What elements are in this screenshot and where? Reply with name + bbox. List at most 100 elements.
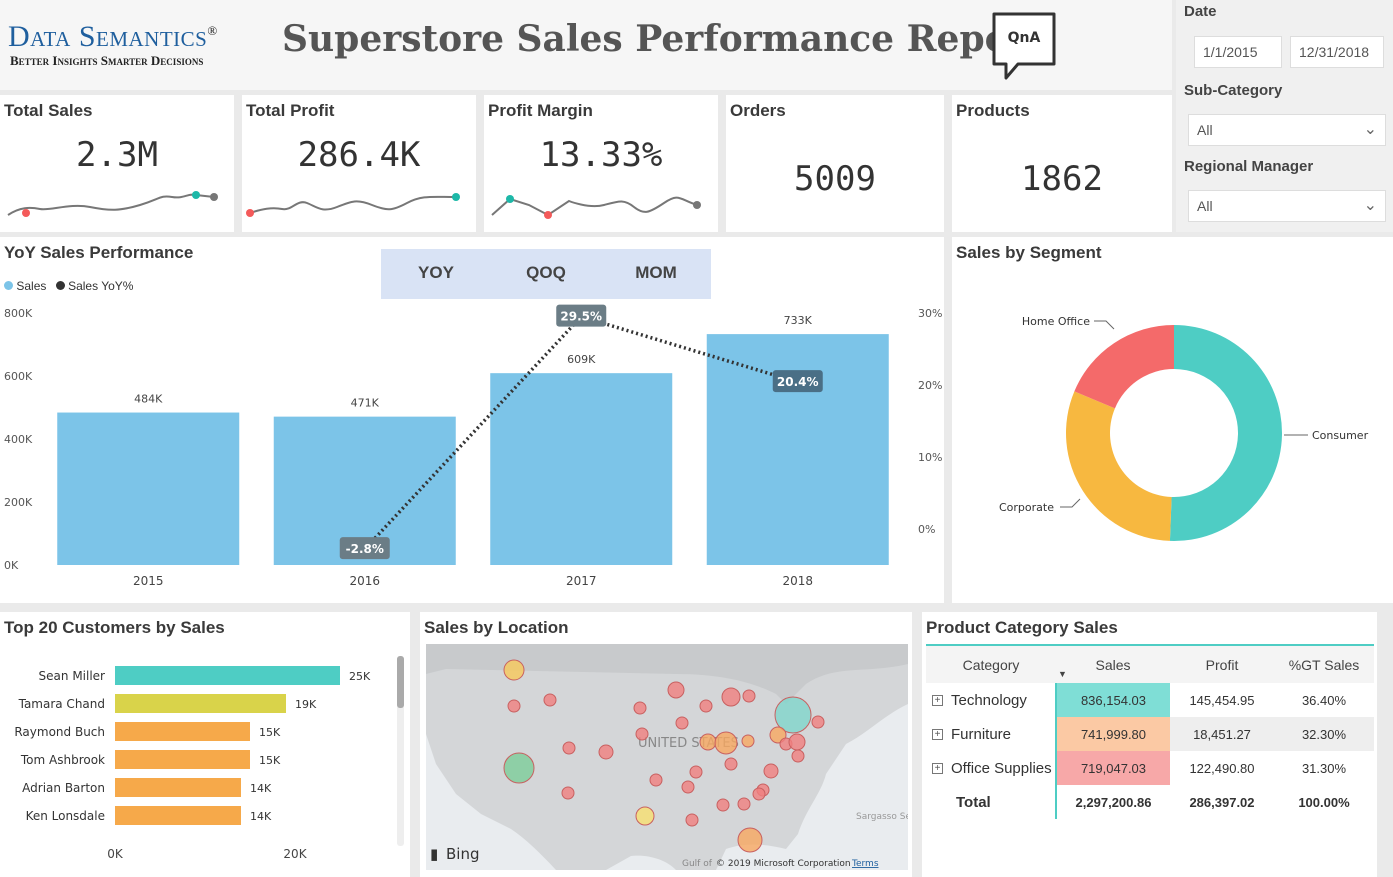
kpi-value: 1862 bbox=[1021, 159, 1103, 199]
scrollbar-thumb[interactable] bbox=[397, 656, 404, 708]
profit-cell: 18,451.27 bbox=[1170, 717, 1274, 751]
yoy-label-box bbox=[556, 304, 607, 327]
kpi-label: Total Profit bbox=[246, 101, 335, 120]
regional-manager-dropdown[interactable]: All ⌄ bbox=[1188, 190, 1386, 222]
kpi-label: Total Sales bbox=[4, 101, 93, 120]
kpi-sparkline bbox=[491, 195, 701, 219]
table-row[interactable]: + Furniture 741,999.80 18,451.27 32.30% bbox=[926, 717, 1374, 751]
bar-data-label: 733K bbox=[784, 314, 813, 327]
customer-bar-label: 14K bbox=[250, 810, 272, 823]
kpi-value: 5009 bbox=[794, 159, 876, 199]
map-bubble bbox=[811, 715, 825, 729]
regional-manager-slicer-label: Regional Manager bbox=[1184, 158, 1314, 175]
kpi-profit-margin[interactable]: Profit Margin 13.33% bbox=[484, 95, 718, 232]
x-axis-tick-label: 2018 bbox=[782, 574, 813, 588]
map-bubble bbox=[714, 731, 738, 755]
legend-yoy-label: Sales YoY% bbox=[68, 279, 134, 293]
pct-cell: 32.30% bbox=[1274, 717, 1374, 751]
bar-data-label: 609K bbox=[567, 353, 596, 366]
y-axis-tick-label: 800K bbox=[4, 307, 33, 320]
x-axis-tick-label: 2017 bbox=[566, 574, 597, 588]
map-bubble bbox=[689, 765, 703, 779]
map-bubble bbox=[675, 716, 689, 730]
yoy-label-text: 20.4% bbox=[777, 375, 819, 389]
expand-icon[interactable]: + bbox=[932, 695, 943, 707]
map-bubble bbox=[737, 827, 763, 853]
map-terms-link[interactable]: Terms bbox=[851, 859, 879, 869]
toggle-qoq[interactable]: QOQ bbox=[526, 263, 566, 282]
y2-axis-tick-label: 10% bbox=[918, 451, 942, 464]
yoy-label-text: 29.5% bbox=[560, 310, 602, 324]
table-row[interactable]: + Technology 836,154.03 145,454.95 36.40% bbox=[926, 683, 1374, 717]
kpi-value: 13.33% bbox=[539, 135, 663, 175]
column-header-pct[interactable]: %GT Sales bbox=[1274, 644, 1374, 683]
map-bubble bbox=[649, 773, 663, 787]
chart-title: Top 20 Customers by Sales bbox=[4, 618, 225, 637]
customer-name: Raymond Buch bbox=[14, 725, 105, 739]
scrollbar[interactable] bbox=[397, 656, 404, 846]
yoy-data-label: 20.4% bbox=[772, 370, 823, 393]
yoy-line bbox=[363, 314, 799, 551]
segment-label: Home Office bbox=[1022, 315, 1090, 328]
kpi-total-profit[interactable]: Total Profit 286.4K bbox=[242, 95, 476, 232]
total-label: Total bbox=[926, 785, 1057, 819]
map-bubble bbox=[716, 798, 730, 812]
customer-name: Tom Ashbrook bbox=[20, 753, 105, 767]
kpi-value: 286.4K bbox=[297, 135, 421, 175]
sales-cell: 836,154.03 bbox=[1056, 683, 1170, 717]
kpi-orders[interactable]: Orders 5009 bbox=[726, 95, 944, 232]
column-header-label: Profit bbox=[1205, 656, 1239, 673]
kpi-label: Orders bbox=[730, 101, 786, 120]
qna-button[interactable]: QnA bbox=[992, 12, 1056, 82]
date-start-input[interactable]: 1/1/2015 bbox=[1194, 36, 1282, 68]
column-header-label: Sales bbox=[1095, 656, 1131, 673]
sales-bar bbox=[706, 334, 889, 565]
subcategory-dropdown[interactable]: All ⌄ bbox=[1188, 114, 1386, 146]
kpi-products[interactable]: Products 1862 bbox=[952, 95, 1172, 232]
yoy-label-box bbox=[772, 370, 823, 393]
customer-bar bbox=[115, 694, 286, 713]
column-header-profit[interactable]: Profit bbox=[1170, 644, 1274, 683]
map-bubbles bbox=[503, 659, 825, 853]
date-end-input[interactable]: 12/31/2018 bbox=[1290, 36, 1384, 68]
kpi-sparkline bbox=[246, 193, 460, 217]
kpi-label: Products bbox=[956, 101, 1030, 120]
column-header-sales[interactable]: Sales ▼ bbox=[1056, 644, 1170, 683]
subcategory-slicer-label: Sub-Category bbox=[1184, 82, 1283, 99]
table-row[interactable]: + Office Supplies 719,047.03 122,490.80 3… bbox=[926, 751, 1374, 785]
map-bubble bbox=[681, 780, 695, 794]
expand-icon[interactable]: + bbox=[932, 763, 943, 775]
sparkline-min-point bbox=[544, 211, 552, 219]
toggle-mom[interactable]: MOM bbox=[635, 263, 677, 282]
x-axis-tick-label: 0K bbox=[107, 847, 124, 861]
kpi-value: 2.3M bbox=[76, 135, 158, 175]
sales-bar bbox=[490, 373, 673, 565]
bar-data-label: 484K bbox=[134, 393, 163, 406]
category-name: Technology bbox=[951, 691, 1027, 709]
customer-name: Tamara Chand bbox=[18, 697, 105, 711]
category-cell: + Technology bbox=[926, 683, 1057, 717]
map-bubble bbox=[561, 786, 575, 800]
filter-pane: Date 1/1/2015 12/31/2018 Sub-Category Al… bbox=[1176, 0, 1393, 232]
map-bubble bbox=[724, 757, 738, 771]
kpi-total-sales[interactable]: Total Sales 2.3M bbox=[0, 95, 234, 232]
column-header-category[interactable]: Category bbox=[926, 644, 1056, 683]
expand-icon[interactable]: + bbox=[932, 729, 943, 741]
sparkline-max-point bbox=[192, 191, 200, 199]
sales-bar bbox=[57, 412, 240, 565]
bing-icon: ▮ bbox=[430, 845, 438, 863]
page-title: Superstore Sales Performance Report bbox=[282, 18, 1045, 60]
toggle-yoy[interactable]: YOY bbox=[418, 263, 454, 282]
map-bubble bbox=[507, 699, 521, 713]
chevron-down-icon: ⌄ bbox=[1363, 197, 1377, 214]
map-bubble bbox=[685, 813, 699, 827]
chart-title: Sales by Location bbox=[424, 618, 569, 637]
y2-axis-tick-label: 30% bbox=[918, 307, 942, 320]
customer-name: Ken Lonsdale bbox=[26, 809, 105, 823]
y-axis-tick-label: 0K bbox=[4, 559, 19, 572]
yoy-chart: 0K 200K 400K 600K 800K 0% 10% 20% 30% 484K 2015 471… bbox=[4, 304, 942, 588]
map-bubble bbox=[633, 701, 647, 715]
table-total-row: Total 2,297,200.86 286,397.02 100.00% bbox=[926, 785, 1374, 819]
sales-map[interactable]: UNITED STATES Sargasso Se ▮ Bing Gulf of… bbox=[426, 644, 908, 870]
map-ocean-label: Sargasso Se bbox=[856, 812, 908, 822]
